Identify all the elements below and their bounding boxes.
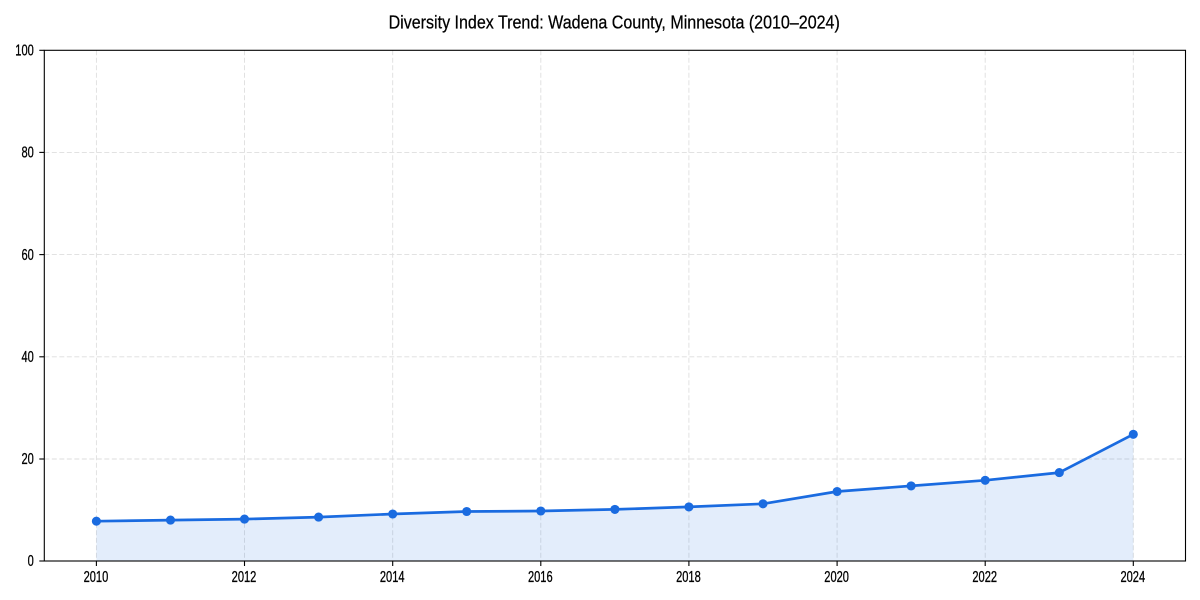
- svg-text:Diversity Index Trend: Wadena: Diversity Index Trend: Wadena County, Mi…: [389, 11, 840, 33]
- svg-text:2014: 2014: [380, 568, 405, 585]
- svg-text:40: 40: [21, 348, 33, 365]
- svg-text:2024: 2024: [1120, 568, 1145, 585]
- svg-text:2020: 2020: [824, 568, 849, 585]
- svg-text:60: 60: [21, 246, 33, 263]
- svg-text:2010: 2010: [84, 568, 109, 585]
- svg-text:20: 20: [21, 450, 33, 467]
- svg-text:100: 100: [15, 42, 33, 59]
- svg-text:0: 0: [28, 552, 34, 569]
- svg-text:2012: 2012: [232, 568, 257, 585]
- svg-text:2016: 2016: [528, 568, 553, 585]
- svg-text:2018: 2018: [676, 568, 701, 585]
- svg-text:2022: 2022: [972, 568, 997, 585]
- svg-text:80: 80: [21, 144, 33, 161]
